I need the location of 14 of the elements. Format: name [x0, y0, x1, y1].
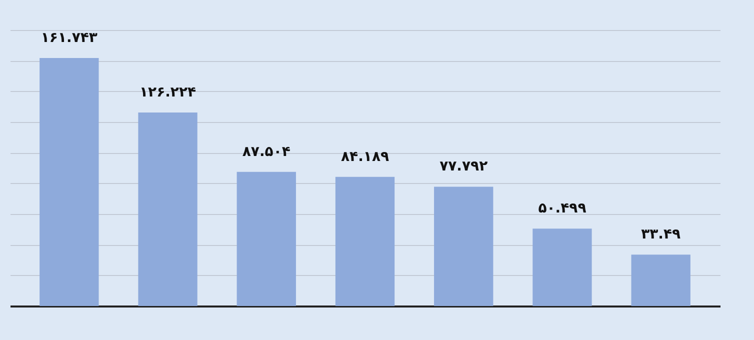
- data-label: ۵۰.۴۹۹: [538, 200, 587, 217]
- bar: [335, 176, 395, 306]
- data-label: ۳۳.۴۹: [641, 226, 682, 243]
- data-label: ۷۷.۷۹۲: [440, 158, 488, 175]
- bar: [236, 172, 296, 306]
- data-label: ۱۲۶.۲۲۴: [139, 84, 197, 100]
- data-label: ۸۷.۵۰۴: [242, 144, 291, 160]
- data-label: ۸۴.۱۸۹: [340, 148, 390, 165]
- bar: [532, 228, 592, 306]
- bar: [434, 186, 494, 306]
- data-label: ۱۶۱.۷۴۳: [40, 30, 98, 46]
- bar: [40, 58, 99, 306]
- bar: [138, 112, 198, 306]
- bar: [631, 254, 690, 306]
